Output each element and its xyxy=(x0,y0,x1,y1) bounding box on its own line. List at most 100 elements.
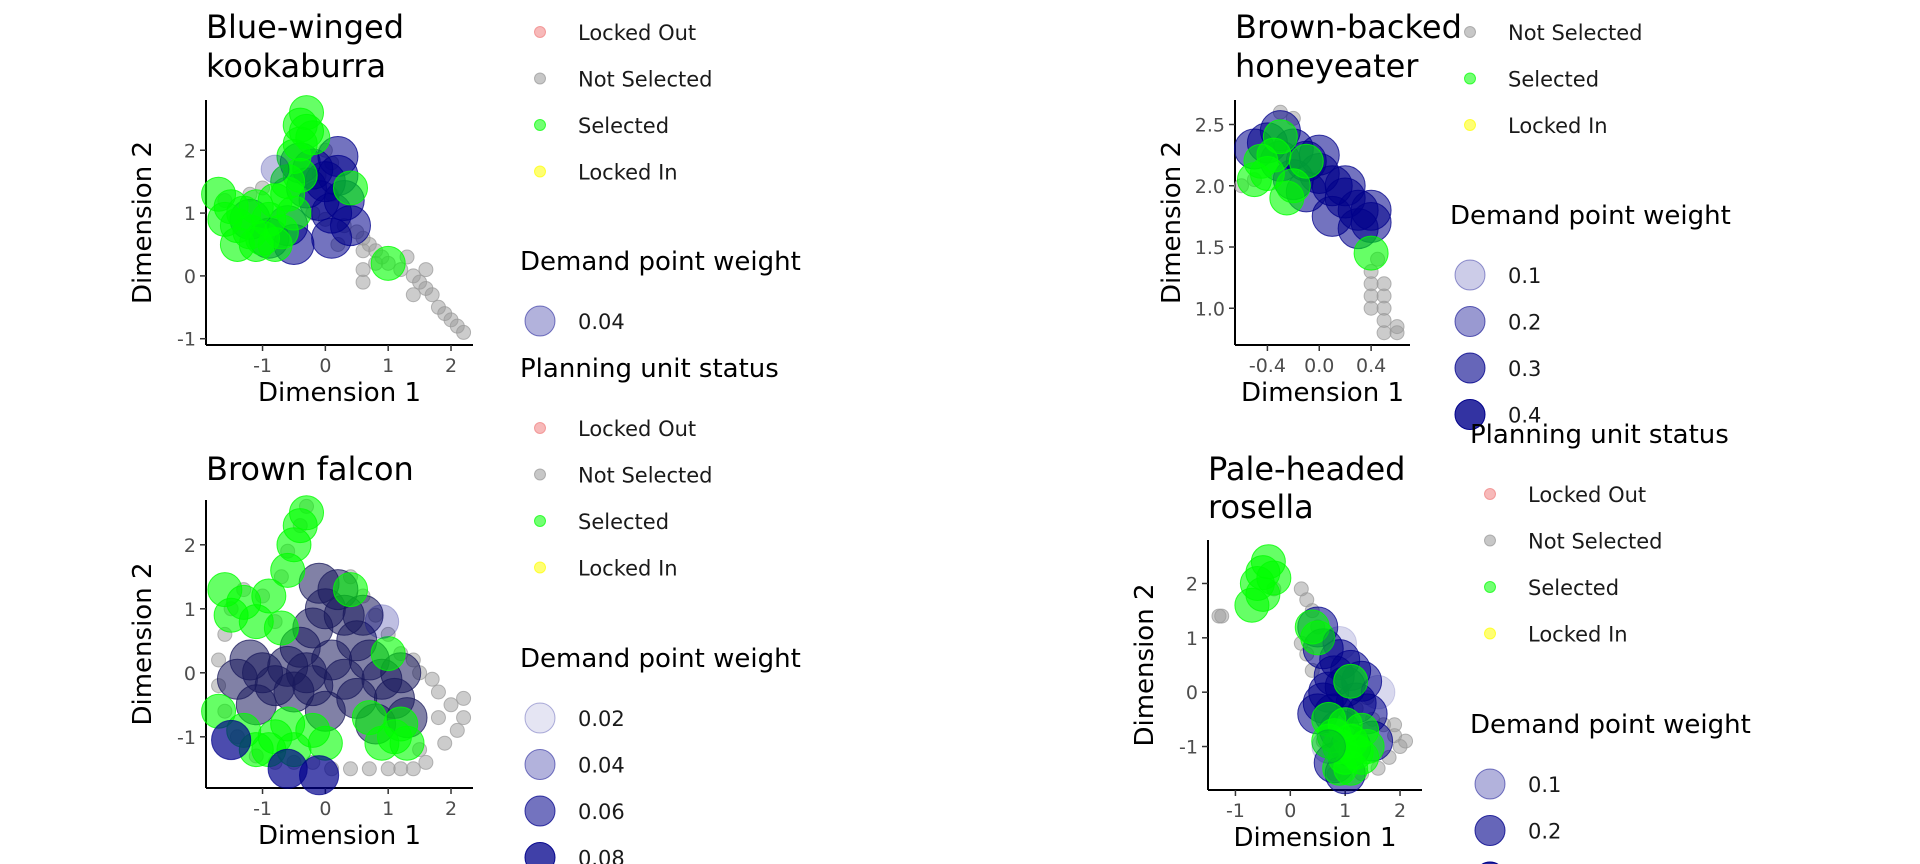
data-point xyxy=(263,610,299,646)
legend-status-title: Planning unit status xyxy=(1470,420,1729,450)
data-point xyxy=(1360,674,1396,710)
data-point xyxy=(430,684,446,700)
legend-item-label: Not Selected xyxy=(1528,530,1663,554)
legend-item-label: Locked In xyxy=(1528,623,1628,647)
data-point xyxy=(443,697,459,713)
legend-weight-label: 0.08 xyxy=(578,847,625,864)
legend-key-icon xyxy=(534,165,546,178)
data-point xyxy=(370,636,406,672)
legend-key-icon xyxy=(1464,72,1476,85)
data-point xyxy=(332,572,368,608)
x-tick-label: 1 xyxy=(382,355,394,377)
data-point xyxy=(251,578,287,614)
chart-falcon: Brown falcon -1 0 1 2 -1 0 1 2 Dimension 1 Dimensi… xyxy=(128,354,801,864)
data-point xyxy=(1398,733,1414,749)
legend-weight-label: 0.04 xyxy=(578,754,625,778)
y-tick-label: 0 xyxy=(184,266,196,288)
legend-weight-label: 0.3 xyxy=(1508,357,1541,381)
data-point xyxy=(1324,165,1366,207)
data-point xyxy=(257,226,293,262)
legend-key-icon xyxy=(1484,627,1496,640)
data-point xyxy=(383,706,419,742)
x-tick-label: -1 xyxy=(1226,800,1245,822)
y-tick-label: 1 xyxy=(184,599,196,621)
data-point xyxy=(456,710,472,726)
data-point xyxy=(1300,620,1336,656)
data-point xyxy=(289,495,325,531)
data-point xyxy=(1333,750,1369,786)
legend-key-icon xyxy=(534,72,546,85)
x-tick-label: 1 xyxy=(1339,800,1351,822)
legend: Planning unit status Locked Out Not Select… xyxy=(520,354,801,864)
data-point xyxy=(424,287,440,303)
y-axis-label: Dimension 2 xyxy=(1130,583,1160,746)
data-point xyxy=(1288,143,1324,179)
x-tick-label: 0 xyxy=(319,355,331,377)
y-tick-label: -1 xyxy=(1179,737,1198,759)
data-point xyxy=(449,722,465,738)
legend-key-icon xyxy=(1484,581,1496,593)
chart-title-line: Brown-backed xyxy=(1235,8,1462,46)
data-point xyxy=(292,665,334,707)
y-tick-label: 1.0 xyxy=(1195,298,1225,320)
chart-title-line: honeyeater xyxy=(1235,47,1419,85)
legend-weight-label: 0.1 xyxy=(1528,773,1561,797)
data-point xyxy=(430,710,446,726)
data-point xyxy=(1376,325,1392,341)
data-point xyxy=(364,604,400,639)
legend-item-label: Selected xyxy=(578,114,669,138)
legend-key-icon xyxy=(534,515,546,527)
legend-weight-icon xyxy=(1454,399,1486,430)
data-point xyxy=(418,262,434,278)
data-point xyxy=(332,170,368,206)
legend-weight-label: 0.1 xyxy=(1508,264,1541,288)
legend-weight-label: 0.02 xyxy=(578,707,625,731)
data-point xyxy=(1214,608,1230,624)
data-point xyxy=(355,262,371,278)
x-tick-label: 2 xyxy=(445,355,457,377)
legend-item-label: Selected xyxy=(578,510,669,534)
plot-area xyxy=(1233,104,1405,341)
data-point xyxy=(219,226,255,262)
chart-title-line: Brown falcon xyxy=(206,450,414,488)
legend-weight-icon xyxy=(524,842,556,864)
legend-item-label: Selected xyxy=(1508,68,1599,92)
legend-weight-icon xyxy=(524,795,556,827)
x-tick-label: -1 xyxy=(253,798,272,820)
y-tick-label: 2 xyxy=(1186,573,1198,595)
legend-weight-icon xyxy=(1474,768,1506,800)
y-axis-label: Dimension 2 xyxy=(128,562,158,725)
legend-item-label: Locked Out xyxy=(1528,483,1646,507)
data-point xyxy=(355,243,371,259)
y-tick-label: 0 xyxy=(1186,682,1198,704)
x-tick-label: 0.0 xyxy=(1304,355,1334,377)
legend-item-label: Not Selected xyxy=(578,68,713,92)
legend-item-label: Selected xyxy=(1528,576,1619,600)
data-point xyxy=(456,690,472,706)
legend-weight-title: Demand point weight xyxy=(520,644,801,674)
legend-item-label: Locked Out xyxy=(578,21,696,45)
x-axis-label: Dimension 1 xyxy=(258,378,421,408)
data-point xyxy=(355,274,371,290)
legend-weight-icon xyxy=(1474,815,1506,846)
y-tick-label: 2.5 xyxy=(1195,115,1225,137)
data-point xyxy=(295,120,331,156)
x-tick-label: 0 xyxy=(319,798,331,820)
x-tick-label: -1 xyxy=(253,355,272,377)
x-tick-label: 2 xyxy=(1394,800,1406,822)
legend: Planning unit status Locked Out Not Select… xyxy=(1470,420,1751,864)
x-tick-label: 0 xyxy=(1284,800,1296,822)
data-point xyxy=(1322,625,1357,661)
data-point xyxy=(211,652,227,668)
data-point xyxy=(1333,663,1369,699)
x-axis-label: Dimension 1 xyxy=(1241,378,1404,408)
data-point xyxy=(1245,576,1281,612)
legend-weight-icon xyxy=(1454,352,1486,384)
legend-key-icon xyxy=(534,422,546,434)
data-point xyxy=(393,761,409,777)
plot-area xyxy=(1211,544,1414,795)
legend-item-label: Locked In xyxy=(578,557,678,581)
legend-weight-label: 0.4 xyxy=(1508,404,1541,428)
